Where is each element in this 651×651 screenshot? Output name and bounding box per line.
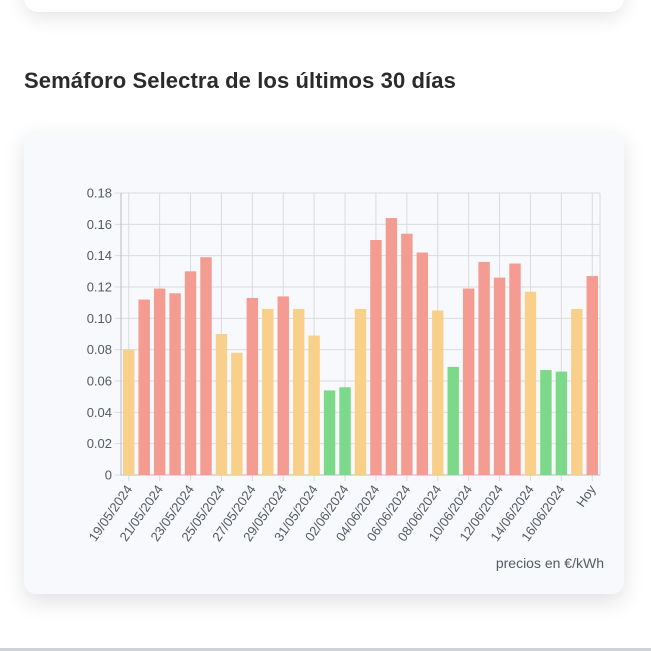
bar [323, 390, 336, 475]
chart-card: 0 0.02 0.04 0.06 0.08 0.10 0.12 0.14 0.16 0.18 19/… [24, 131, 624, 594]
bar [493, 277, 506, 475]
bar [339, 387, 351, 475]
bar [231, 352, 243, 475]
bar [277, 296, 289, 475]
y-tick-label: 0.04 [87, 405, 112, 420]
x-tick-label: Hoy [573, 482, 599, 510]
bar [370, 240, 382, 475]
bar [416, 252, 429, 475]
bar [447, 366, 459, 475]
bar [200, 257, 212, 475]
bar [262, 308, 274, 475]
bar [509, 263, 521, 475]
bar [354, 308, 367, 475]
unit-note: precios en €/kWh [495, 555, 604, 571]
bar [385, 218, 398, 476]
section-title: Semáforo Selectra de los últimos 30 días [24, 68, 456, 93]
bar [308, 335, 320, 475]
y-tick-label: 0.12 [87, 280, 112, 295]
bar [555, 371, 568, 475]
y-tick-label: 0 [105, 468, 112, 483]
bar [292, 308, 305, 475]
y-tick-label: 0.08 [87, 342, 112, 357]
y-tick-label: 0.10 [87, 311, 112, 326]
bar [184, 271, 197, 475]
bar [586, 276, 598, 475]
bar [571, 308, 583, 475]
y-tick-label: 0.02 [87, 436, 112, 451]
y-tick-label: 0.18 [87, 186, 112, 201]
bar [478, 261, 490, 475]
bar [153, 288, 166, 475]
previous-card [24, 0, 624, 12]
bar [540, 370, 552, 475]
y-tick-label: 0.06 [87, 374, 112, 389]
bar [432, 310, 444, 475]
bar [215, 334, 228, 475]
y-tick-label: 0.16 [87, 217, 112, 232]
page-divider [0, 648, 651, 651]
bar [138, 299, 150, 475]
bar [462, 288, 475, 475]
bar [123, 349, 135, 475]
price-bar-chart: 00.020.040.060.080.100.120.140.160.1819/… [86, 186, 601, 544]
bar [401, 233, 413, 475]
bar [169, 293, 181, 475]
bar [246, 297, 259, 475]
y-tick-label: 0.14 [87, 248, 112, 263]
bar [524, 291, 537, 475]
